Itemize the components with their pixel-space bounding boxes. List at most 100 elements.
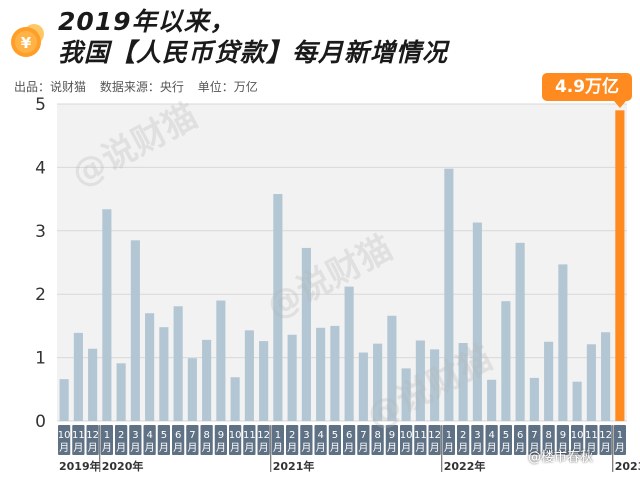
month-label-box <box>528 425 541 455</box>
x-tick-unit: 月 <box>116 442 126 454</box>
bar <box>88 348 98 421</box>
x-tick-unit: 月 <box>173 442 183 454</box>
x-tick-label: 2 <box>118 430 124 441</box>
source-producer: 出品：说财猫 <box>14 80 87 94</box>
x-tick-unit: 月 <box>430 442 440 454</box>
y-tick-label: 4 <box>35 158 46 178</box>
x-tick-label: 6 <box>175 430 181 441</box>
x-tick-label: 12 <box>86 430 99 441</box>
highlight-bar <box>615 110 625 421</box>
month-label-box <box>385 425 398 455</box>
title-line-1: 2019年以来， <box>58 7 236 36</box>
month-label-box <box>186 425 199 455</box>
month-label-box <box>328 425 341 455</box>
bar <box>216 300 226 421</box>
month-label-box <box>357 425 370 455</box>
bar <box>344 286 354 421</box>
month-label-box <box>428 425 441 455</box>
bar <box>330 325 340 421</box>
month-label-box <box>157 425 170 455</box>
x-tick-label: 11 <box>243 430 256 441</box>
x-tick-unit: 月 <box>472 442 482 454</box>
x-tick-label: 1 <box>104 430 110 441</box>
year-label: 2020年 <box>102 459 144 473</box>
x-tick-unit: 月 <box>373 442 383 454</box>
month-label-box <box>300 425 313 455</box>
month-label-box <box>542 425 555 455</box>
credit-watermark: @楼市春秋 <box>528 450 594 465</box>
x-tick-label: 7 <box>360 430 366 441</box>
bar <box>316 327 326 421</box>
y-tick-label: 2 <box>35 285 46 305</box>
month-label-box <box>58 425 71 455</box>
bar <box>259 341 269 421</box>
x-tick-unit: 月 <box>529 442 539 454</box>
month-label-box <box>485 425 498 455</box>
bar <box>116 363 126 421</box>
bar <box>387 315 397 421</box>
x-tick-unit: 月 <box>159 442 169 454</box>
x-tick-unit: 月 <box>73 442 83 454</box>
x-tick-unit: 月 <box>59 442 69 454</box>
x-tick-unit: 月 <box>458 442 468 454</box>
x-tick-label: 9 <box>389 430 395 441</box>
x-tick-label: 5 <box>161 430 167 441</box>
bar <box>444 168 454 421</box>
bar <box>401 368 411 421</box>
month-label-box <box>100 425 113 455</box>
bar <box>273 194 283 421</box>
month-label-box <box>314 425 327 455</box>
month-label-box <box>72 425 85 455</box>
x-tick-label: 4 <box>317 430 323 441</box>
x-tick-label: 11 <box>414 430 427 441</box>
x-tick-unit: 月 <box>230 442 240 454</box>
x-tick-unit: 月 <box>544 442 554 454</box>
month-label-box <box>442 425 455 455</box>
x-tick-label: 3 <box>474 430 480 441</box>
bar <box>159 327 169 421</box>
month-label-box <box>371 425 384 455</box>
month-label-box <box>499 425 512 455</box>
year-label: 2021年 <box>273 459 315 473</box>
x-tick-label: 5 <box>332 430 338 441</box>
x-tick-label: 7 <box>531 430 537 441</box>
x-tick-label: 4 <box>488 430 494 441</box>
month-label-box <box>343 425 356 455</box>
chart-title: 2019年以来， 我国【人民币贷款】每月新增情况 <box>58 6 448 68</box>
bar <box>73 332 83 421</box>
x-tick-unit: 月 <box>102 442 112 454</box>
bar <box>544 341 554 421</box>
year-label: 2022年 <box>444 459 486 473</box>
bar <box>430 349 440 421</box>
source-data: 数据来源：央行 <box>99 80 184 94</box>
x-tick-label: 12 <box>428 430 441 441</box>
source-unit: 单位：万亿 <box>197 80 258 94</box>
x-tick-unit: 月 <box>572 442 582 454</box>
bar <box>601 332 611 421</box>
x-tick-label: 6 <box>346 430 352 441</box>
x-tick-label: 10 <box>400 430 413 441</box>
bar <box>187 358 197 421</box>
bar <box>572 381 582 421</box>
x-tick-label: 7 <box>189 430 195 441</box>
bar <box>202 339 212 421</box>
y-tick-label: 3 <box>35 222 46 242</box>
month-label-box <box>457 425 470 455</box>
x-tick-unit: 月 <box>301 442 311 454</box>
year-label: 2019年 <box>59 459 101 473</box>
x-tick-unit: 月 <box>344 442 354 454</box>
x-tick-label: 2 <box>289 430 295 441</box>
bar <box>301 247 311 421</box>
month-label-box <box>86 425 99 455</box>
month-label-box <box>585 425 598 455</box>
month-label-box <box>229 425 242 455</box>
month-label-box <box>115 425 128 455</box>
month-label-box <box>143 425 156 455</box>
x-tick-unit: 月 <box>316 442 326 454</box>
x-tick-unit: 月 <box>287 442 297 454</box>
x-tick-label: 1 <box>446 430 452 441</box>
x-tick-label: 8 <box>374 430 380 441</box>
month-label-box <box>243 425 256 455</box>
month-label-box <box>172 425 185 455</box>
